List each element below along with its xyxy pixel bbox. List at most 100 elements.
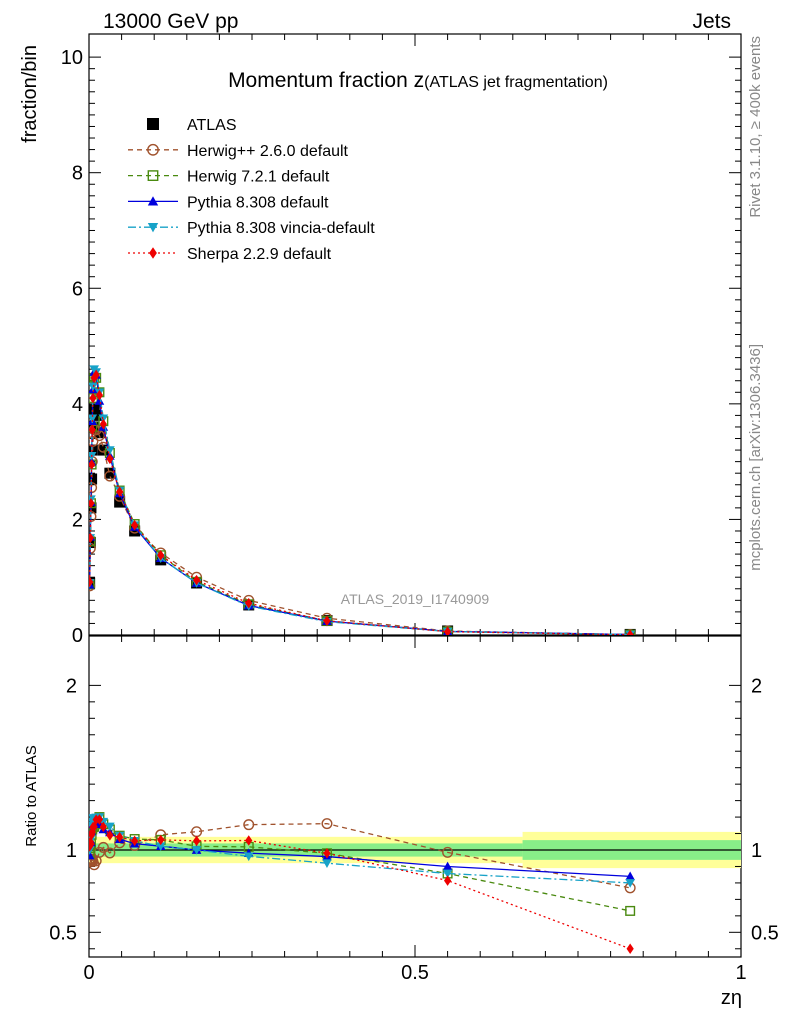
point-sherpa-2-2-9-default [95,389,104,401]
ratio-point-sherpa-2-2-9-default [444,875,452,886]
legend-label-herwig-7-2-1-default: Herwig 7.2.1 default [187,169,330,186]
ratio-uncertainty-band [89,831,741,869]
ratio-point-sherpa-2-2-9-default [192,835,201,847]
point-sherpa-2-2-9-default [131,519,139,531]
ratio-point-herwig-7-2-1-default [625,905,636,916]
rivet-version-label: Rivet 3.1.10, ≥ 400k events [747,36,764,218]
y-tick-label-top: 0 [72,625,83,647]
y-tick-label-top: 6 [72,278,83,300]
point-pythia-8-308-vincia-default [89,414,98,424]
ratio-point-herwig-2-6-0-default [243,819,255,831]
point-pythia-8-308-default [94,396,105,405]
point-sherpa-2-2-9-default [626,629,634,635]
header-right: Jets [692,10,731,33]
ratio-panel-frame [88,635,742,958]
point-atlas [89,473,98,485]
ratio-point-sherpa-2-2-9-default [106,830,114,841]
point-sherpa-2-2-9-default [89,392,97,404]
point-herwig-2-6-0-default [93,430,105,442]
point-sherpa-2-2-9-default [106,453,114,465]
ratio-point-pythia-8-308-vincia-default [155,842,166,852]
point-sherpa-2-2-9-default [89,576,94,588]
ratio-point-pythia-8-308-vincia-default [105,822,115,832]
ratio-point-sherpa-2-2-9-default [116,831,124,843]
point-atlas [114,496,126,508]
point-sherpa-2-2-9-default [89,497,95,509]
point-pythia-8-308-vincia-default [98,414,109,424]
ratio-point-sherpa-2-2-9-default [245,835,253,846]
point-atlas [89,444,98,456]
legend-marker-pythia-8-308-vincia-default [147,223,159,233]
analysis-id-label: ATLAS_2019_I1740909 [341,591,490,607]
legend-marker-sherpa-2-2-9-default [149,247,157,259]
point-sherpa-2-2-9-default [89,424,96,436]
point-sherpa-2-2-9-default [89,459,96,470]
point-atlas [97,444,109,456]
point-sherpa-2-2-9-default [92,369,100,381]
y-tick-label-ratio-left: 2 [66,675,77,697]
legend: ATLAS Herwig++ 2.6.0 default Herwig 7.2.1 … [128,117,375,263]
ratio-point-pythia-8-308-default [442,861,453,871]
ratio-point-herwig-2-6-0-default [97,841,109,853]
point-pythia-8-308-vincia-default [89,452,97,461]
point-sherpa-2-2-9-default [245,597,253,609]
ratio-point-herwig-2-6-0-default [104,847,116,859]
ratio-point-sherpa-2-2-9-default [626,943,634,955]
point-sherpa-2-2-9-default [323,615,331,627]
chart-title: Momentum fraction z(ATLAS jet fragmentat… [228,69,608,92]
legend-label-pythia-8-308-vincia-default: Pythia 8.308 vincia-default [187,220,375,237]
legend-marker-herwig-7-2-1-default [147,170,159,181]
y-tick-label-ratio-right: 0.5 [751,922,779,944]
point-pythia-8-308-vincia-default [89,382,98,392]
chart-title-sub: (ATLAS jet fragmentation) [424,74,608,91]
legend-marker-atlas [147,118,159,130]
y-axis-label-ratio: Ratio to ATLAS [23,745,40,846]
ratio-point-sherpa-2-2-9-default [157,834,165,846]
legend-marker-herwig-2-6-0-default [147,143,159,156]
y-tick-label-top: 2 [72,509,83,531]
point-herwig-2-6-0-default [89,435,99,447]
ratio-point-pythia-8-308-vincia-default [322,859,332,868]
y-tick-label-ratio-left: 0.5 [49,922,77,944]
point-sherpa-2-2-9-default [444,626,452,635]
ratio-point-sherpa-2-2-9-default [99,821,107,833]
top-panel-series [89,365,636,635]
y-axis-label-top: fraction/bin [19,45,41,143]
ratio-point-sherpa-2-2-9-default [95,814,104,825]
legend-label-pythia-8-308-default: Pythia 8.308 default [187,194,329,211]
chart-title-main: Momentum fraction z [228,69,424,92]
legend-label-atlas: ATLAS [187,117,237,134]
ratio-point-pythia-8-308-vincia-default [442,869,453,879]
point-sherpa-2-2-9-default [99,418,107,430]
y-tick-label-ratio-right: 1 [751,840,762,862]
ratio-point-pythia-8-308-vincia-default [243,852,254,862]
ratio-point-sherpa-2-2-9-default [89,826,96,838]
y-tick-label-top: 4 [72,394,83,416]
point-atlas [89,404,100,416]
point-atlas [129,525,141,537]
x-tick-label: 0 [83,962,94,984]
y-tick-label-ratio-right: 2 [751,675,762,697]
legend-label-herwig-2-6-0-default: Herwig++ 2.6.0 default [187,143,349,160]
y-tick-label-ratio-left: 1 [66,840,77,862]
header-left: 13000 GeV pp [103,10,238,33]
ratio-point-pythia-8-308-vincia-default [625,879,635,888]
point-atlas [104,467,116,479]
mcplots-label: mcplots.cern.ch [arXiv:1306.3436] [747,344,764,571]
legend-marker-pythia-8-308-default [147,196,159,206]
ratio-point-herwig-2-6-0-default [442,846,454,858]
legend-label-sherpa-2-2-9-default: Sherpa 2.2.9 default [187,246,332,263]
ratio-point-pythia-8-308-vincia-default [191,846,202,855]
ratio-panel-series [89,812,636,955]
ratio-point-sherpa-2-2-9-default [131,835,139,847]
ratio-point-sherpa-2-2-9-default [323,848,331,859]
x-axis-label: zη [721,987,742,1009]
x-tick-label: 0.5 [401,962,429,984]
y-tick-label-top: 8 [72,163,83,185]
point-sherpa-2-2-9-default [89,532,94,544]
ratio-point-herwig-2-6-0-default [321,818,333,830]
ratio-point-pythia-8-308-default [625,871,635,881]
point-atlas [89,537,96,549]
ratio-point-sherpa-2-2-9-default [89,838,95,850]
